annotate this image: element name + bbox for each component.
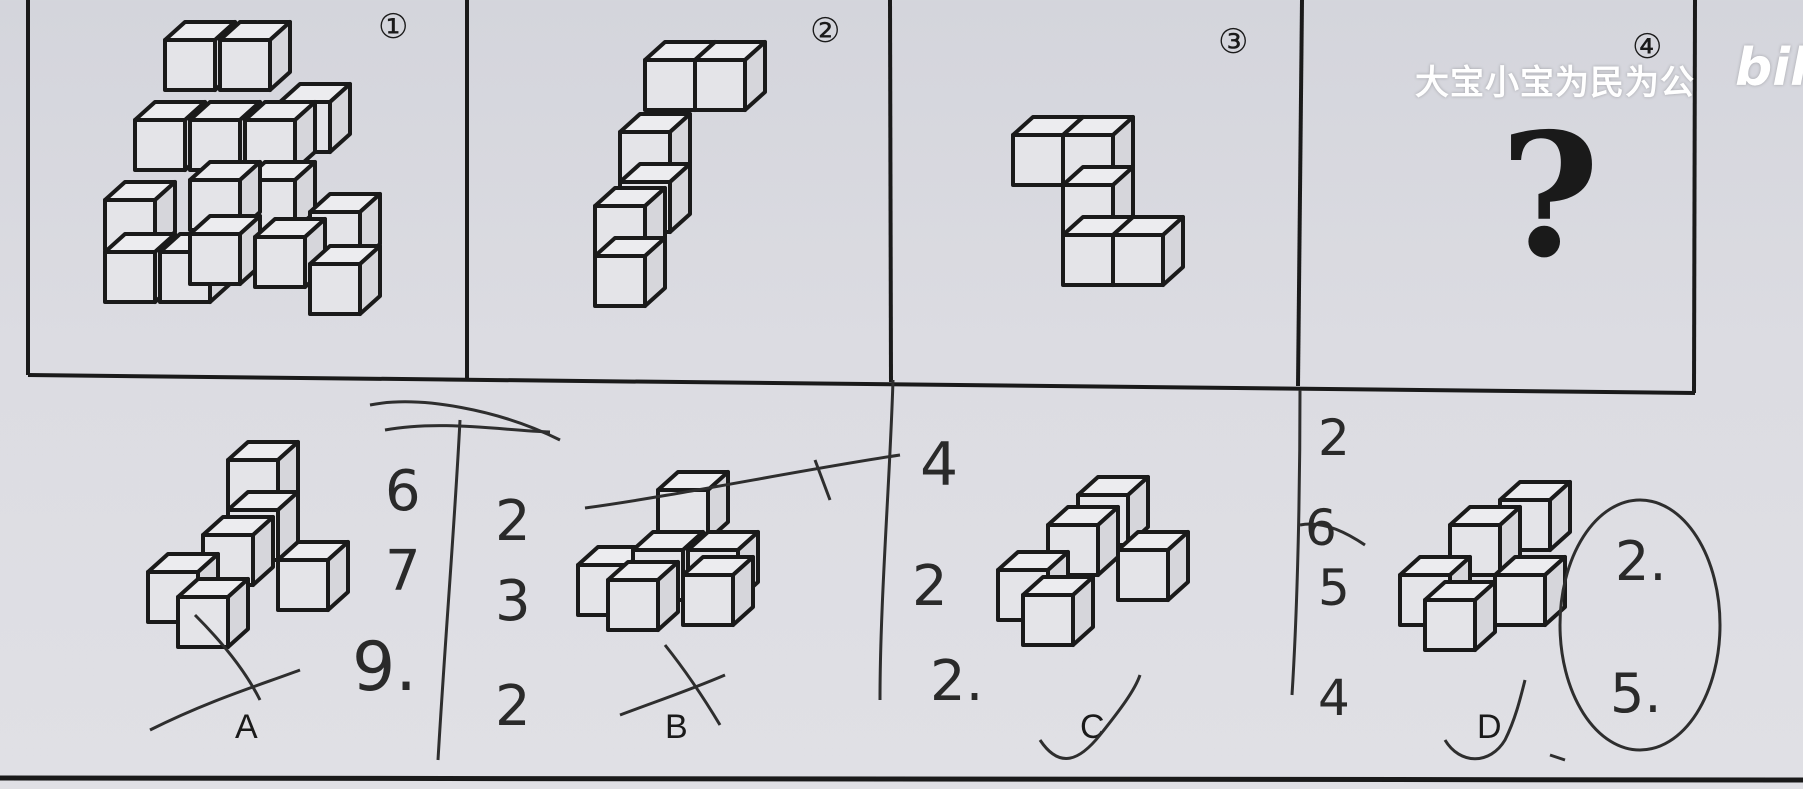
option-c-label: C	[1080, 708, 1105, 746]
hand-b-extra: 4	[920, 430, 958, 500]
option-a-label: A	[235, 708, 258, 746]
hand-d-circled-2: 5.	[1610, 662, 1662, 725]
hand-c-count-2: 2.	[930, 649, 983, 714]
hand-b-count-1: 2	[495, 489, 531, 554]
option-a-cubes	[146, 440, 350, 649]
option-c-cubes	[996, 475, 1190, 647]
hand-b-count-2: 3	[495, 569, 531, 634]
hand-d-circled-1: 2.	[1615, 530, 1667, 593]
option-d-cubes	[1398, 480, 1572, 652]
hand-b-count-3: 2	[495, 674, 531, 739]
figure-1-cubes	[103, 20, 382, 316]
hand-a-count-2: 7	[385, 539, 421, 604]
handwriting-layer	[149, 379, 1722, 762]
hand-d-count-2: 6	[1305, 499, 1337, 557]
figure-2-cubes	[593, 40, 767, 308]
figure-3-cubes	[1011, 115, 1185, 287]
option-d-label: D	[1477, 708, 1502, 746]
hand-c-count-1: 2	[912, 554, 948, 619]
hand-a-count-3: 9.	[352, 628, 417, 707]
bilibili-logo: bili	[1735, 38, 1803, 98]
hand-d-count-1: 2	[1318, 409, 1350, 467]
option-b-label: B	[665, 708, 688, 746]
panel-number-3: ③	[1218, 23, 1248, 61]
question-row	[26, 0, 1697, 395]
panel-number-4: ④	[1632, 28, 1662, 66]
hand-a-count-1: 6	[385, 459, 421, 524]
panel-number-1: ①	[378, 8, 408, 46]
hand-d-count-3: 5	[1318, 559, 1350, 617]
panel-number-2: ②	[810, 12, 840, 50]
hand-d-count-4: 4	[1318, 669, 1350, 727]
options-row	[0, 775, 1803, 783]
question-mark: ?	[1500, 96, 1600, 296]
channel-watermark: 大宝小宝为民为公	[1415, 63, 1695, 103]
